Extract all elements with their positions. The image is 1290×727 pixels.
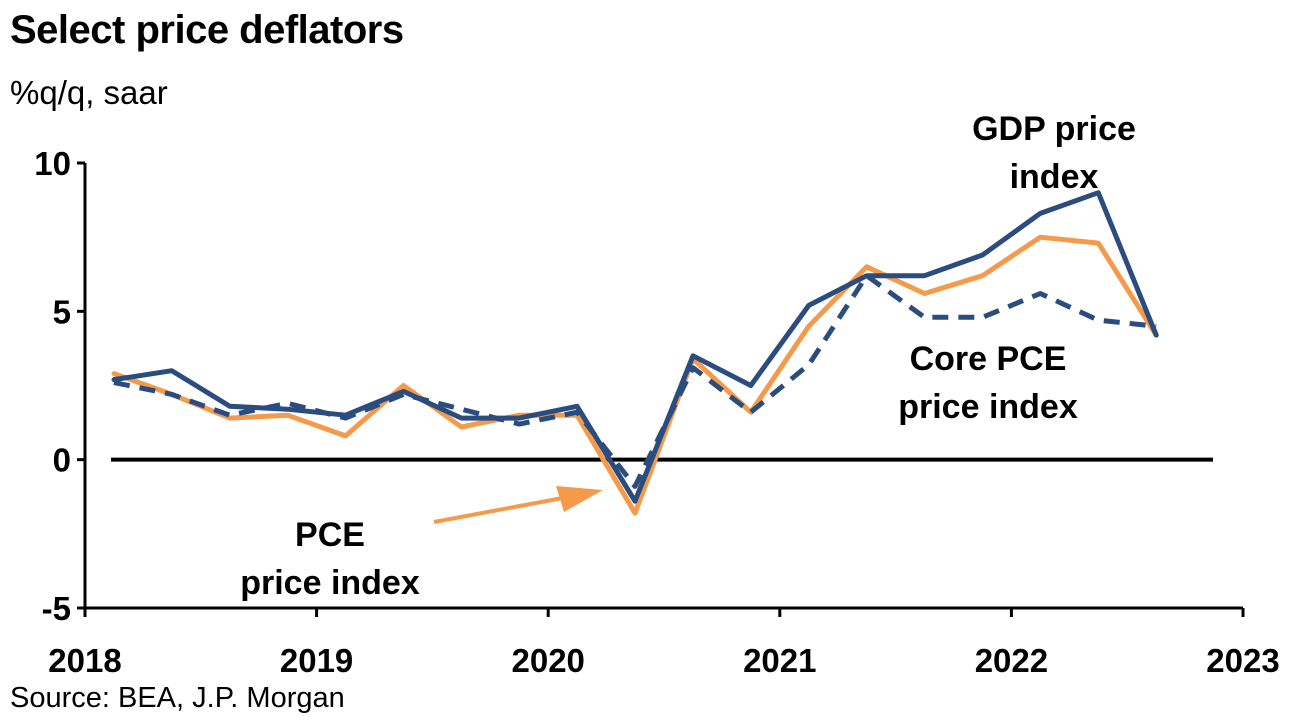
source-note: Source: BEA, J.P. Morgan xyxy=(10,682,345,714)
annotation-core-pce-line2: price index xyxy=(898,388,1078,426)
y-tick-label: 10 xyxy=(34,145,71,182)
chart-title: Select price deflators xyxy=(10,8,404,52)
series-line-core-pce-price-index xyxy=(113,273,1157,489)
pce-arrow-shaft xyxy=(433,495,569,524)
series-line-gdp-price-index xyxy=(111,190,1159,504)
x-tick-label: 2022 xyxy=(975,642,1048,679)
chart-subtitle: %q/q, saar xyxy=(10,74,168,111)
series-layer xyxy=(111,190,1159,516)
axes: 10 5 0 -5 2018 2019 2020 2021 2022 2023 xyxy=(34,145,1279,679)
annotation-core-pce-line1: Core PCE xyxy=(910,340,1067,378)
pce-arrow-head xyxy=(556,486,603,512)
x-tick-label: 2018 xyxy=(48,642,121,679)
x-tick-label: 2023 xyxy=(1206,642,1279,679)
x-tick-label: 2020 xyxy=(511,642,584,679)
annotations: GDP price index Core PCE price index PCE… xyxy=(240,110,1136,602)
annotation-pce-line1: PCE xyxy=(295,516,365,554)
y-tick-label: 0 xyxy=(53,442,71,479)
x-tick-label: 2019 xyxy=(280,642,353,679)
annotation-pce-line2: price index xyxy=(240,564,420,602)
annotation-gdp-line1: GDP price xyxy=(972,110,1136,148)
x-tick-label: 2021 xyxy=(743,642,816,679)
y-tick-label: 5 xyxy=(53,293,71,330)
annotation-gdp-line2: index xyxy=(1010,158,1099,196)
y-tick-label: -5 xyxy=(42,590,71,627)
series-line-pce-price-index xyxy=(111,234,1159,516)
